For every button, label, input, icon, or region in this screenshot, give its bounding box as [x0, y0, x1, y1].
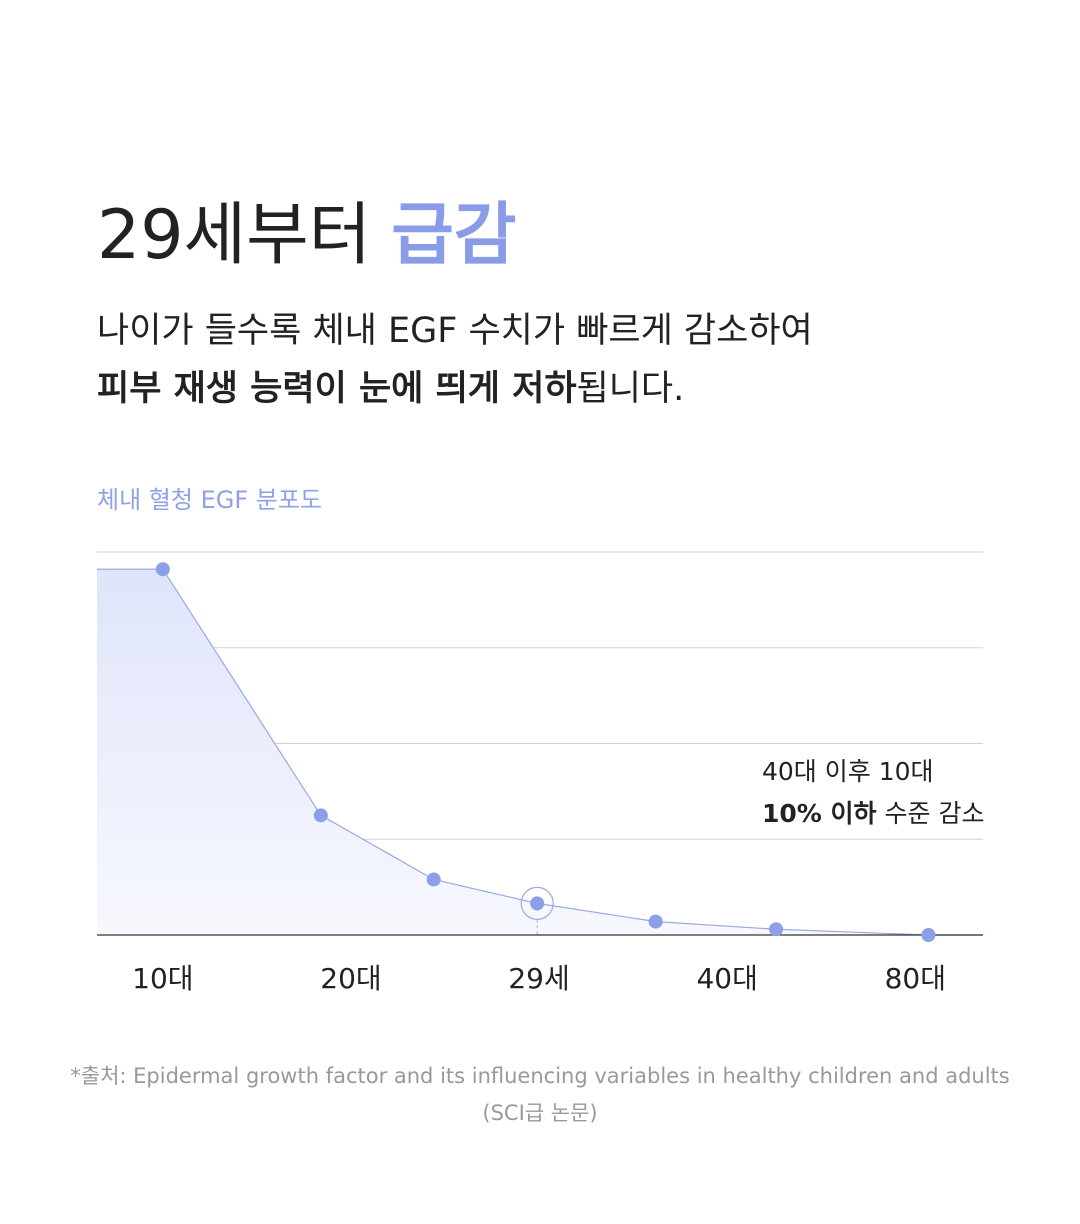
- data-point: [648, 914, 663, 929]
- page-title: 29세부터 급감: [97, 196, 516, 275]
- subtitle-text: 나이가 들수록 체내 EGF 수치가 빠르게 감소하여: [97, 311, 813, 351]
- data-point: [769, 922, 784, 937]
- annotation-line: 40대 이후 10대: [762, 757, 934, 786]
- x-tick-label: 20대: [320, 962, 381, 995]
- footnote: (SCI급 논문): [482, 1101, 597, 1125]
- area-fill: [97, 569, 983, 935]
- data-point: [921, 928, 936, 942]
- annotation-line: 10% 이하 수준 감소: [762, 799, 985, 828]
- subtitle-line: 나이가 들수록 체내 EGF 수치가 빠르게 감소하여: [97, 311, 813, 351]
- highlight-ring: [520, 886, 554, 921]
- chart-title: 체내 혈청 EGF 분포도: [97, 486, 322, 514]
- data-point: [426, 872, 441, 887]
- annotation-text: 40대 이후 10대: [762, 757, 934, 786]
- data-point: [155, 562, 170, 577]
- subtitle-line: 피부 재생 능력이 눈에 띄게 저하됩니다.: [97, 369, 684, 409]
- plot: 10대 20대 29세 40대 80대: [97, 551, 983, 995]
- data-point: [530, 896, 545, 911]
- subtitle-bold: 피부 재생 능력이 눈에 띄게 저하: [97, 369, 577, 409]
- x-tick-label: 40대: [696, 962, 757, 995]
- footnote: *출처: Epidermal growth factor and its inf…: [70, 1064, 1009, 1088]
- x-tick-label: 10대: [132, 962, 193, 995]
- annotation-text: 수준 감소: [885, 799, 985, 828]
- title-accent: 급감: [391, 196, 516, 275]
- x-tick-label: 80대: [885, 962, 946, 995]
- x-tick-label: 29세: [508, 962, 569, 995]
- annotation-bold: 10% 이하: [762, 799, 877, 828]
- data-point: [313, 808, 328, 823]
- subtitle-text: 됩니다.: [577, 369, 685, 409]
- title-text: 29세부터: [97, 196, 371, 275]
